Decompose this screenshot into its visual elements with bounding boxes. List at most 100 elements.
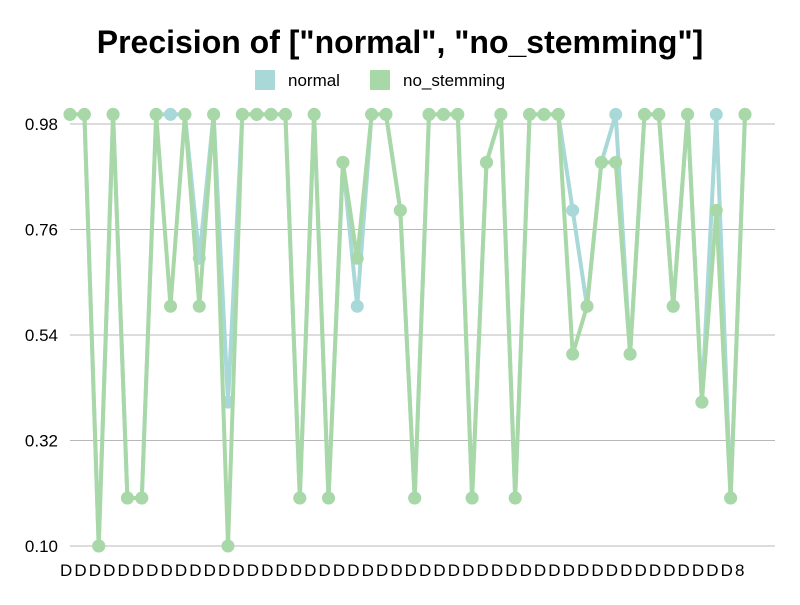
data-point[interactable] — [77, 107, 91, 121]
data-point[interactable] — [623, 347, 637, 361]
x-tick-label: D — [333, 561, 345, 580]
x-tick-label: D — [721, 561, 733, 580]
x-tick-label: D — [146, 561, 158, 580]
x-tick-label: D — [534, 561, 546, 580]
x-tick-label: D — [103, 561, 115, 580]
x-tick-label: D — [634, 561, 646, 580]
data-point[interactable] — [709, 203, 723, 217]
data-point[interactable] — [436, 107, 450, 121]
y-tick-label: 0.54 — [25, 326, 58, 345]
series-layer — [63, 107, 752, 553]
data-point[interactable] — [695, 395, 709, 409]
data-point[interactable] — [293, 491, 307, 505]
data-point[interactable] — [135, 491, 149, 505]
x-tick-label: D — [290, 561, 302, 580]
x-tick-label: D — [247, 561, 259, 580]
x-tick-label: D — [520, 561, 532, 580]
data-point[interactable] — [494, 107, 508, 121]
data-point[interactable] — [192, 299, 206, 313]
data-point[interactable] — [350, 251, 364, 265]
data-point[interactable] — [609, 155, 623, 169]
data-point[interactable] — [451, 107, 465, 121]
data-point[interactable] — [207, 107, 221, 121]
data-point[interactable] — [709, 107, 723, 121]
data-point[interactable] — [637, 107, 651, 121]
x-tick-label: D — [606, 561, 618, 580]
data-point[interactable] — [566, 347, 580, 361]
x-tick-label: D — [491, 561, 503, 580]
y-axis-tick-labels: 0.10 0.32 0.54 0.76 0.98 — [25, 115, 58, 556]
data-point[interactable] — [551, 107, 565, 121]
x-tick-label: D — [362, 561, 374, 580]
data-point[interactable] — [264, 107, 278, 121]
data-point[interactable] — [149, 107, 163, 121]
x-tick-label: D — [433, 561, 445, 580]
x-tick-label: D — [649, 561, 661, 580]
x-tick-label: D — [548, 561, 560, 580]
y-tick-label: 0.98 — [25, 115, 58, 134]
x-tick-label: D — [319, 561, 331, 580]
data-point[interactable] — [738, 107, 752, 121]
y-tick-label: 0.32 — [25, 432, 58, 451]
series-no-stemming — [63, 107, 752, 553]
x-tick-label: D — [175, 561, 187, 580]
x-tick-label: D — [591, 561, 603, 580]
data-point[interactable] — [681, 107, 695, 121]
x-tick-label: D — [563, 561, 575, 580]
data-point[interactable] — [250, 107, 264, 121]
data-point[interactable] — [594, 155, 608, 169]
data-point[interactable] — [724, 491, 738, 505]
data-point[interactable] — [164, 107, 178, 121]
data-point[interactable] — [580, 299, 594, 313]
x-tick-label: D — [405, 561, 417, 580]
legend-label-normal: normal — [288, 71, 340, 90]
x-tick-label: D — [189, 561, 201, 580]
chart-title: Precision of ["normal", "no_stemming"] — [97, 24, 704, 60]
x-tick-label: 8 — [735, 561, 744, 580]
x-tick-label: D — [620, 561, 632, 580]
x-tick-label: D — [462, 561, 474, 580]
x-tick-label: D — [89, 561, 101, 580]
data-point[interactable] — [322, 491, 336, 505]
legend: normal no_stemming — [255, 70, 505, 90]
data-point[interactable] — [523, 107, 537, 121]
data-point[interactable] — [652, 107, 666, 121]
legend-swatch-no-stemming — [370, 70, 390, 90]
data-point[interactable] — [278, 107, 292, 121]
data-point[interactable] — [120, 491, 134, 505]
x-tick-label: D — [376, 561, 388, 580]
data-point[interactable] — [537, 107, 551, 121]
x-tick-label: D — [577, 561, 589, 580]
data-point[interactable] — [221, 539, 235, 553]
x-tick-label: D — [74, 561, 86, 580]
x-tick-label: D — [390, 561, 402, 580]
data-point[interactable] — [666, 299, 680, 313]
data-point[interactable] — [63, 107, 77, 121]
data-point[interactable] — [350, 299, 364, 313]
data-point[interactable] — [365, 107, 379, 121]
data-point[interactable] — [422, 107, 436, 121]
data-point[interactable] — [307, 107, 321, 121]
data-point[interactable] — [479, 155, 493, 169]
data-point[interactable] — [164, 299, 178, 313]
y-tick-label: 0.10 — [25, 537, 58, 556]
x-tick-label: D — [218, 561, 230, 580]
data-point[interactable] — [508, 491, 522, 505]
y-tick-label: 0.76 — [25, 221, 58, 240]
data-point[interactable] — [106, 107, 120, 121]
data-point[interactable] — [336, 155, 350, 169]
data-point[interactable] — [178, 107, 192, 121]
x-tick-label: D — [706, 561, 718, 580]
data-point[interactable] — [235, 107, 249, 121]
data-point[interactable] — [408, 491, 422, 505]
data-point[interactable] — [609, 107, 623, 121]
data-point[interactable] — [379, 107, 393, 121]
data-point[interactable] — [566, 203, 580, 217]
data-point[interactable] — [393, 203, 407, 217]
x-tick-label: D — [663, 561, 675, 580]
data-point[interactable] — [92, 539, 106, 553]
data-point[interactable] — [465, 491, 479, 505]
